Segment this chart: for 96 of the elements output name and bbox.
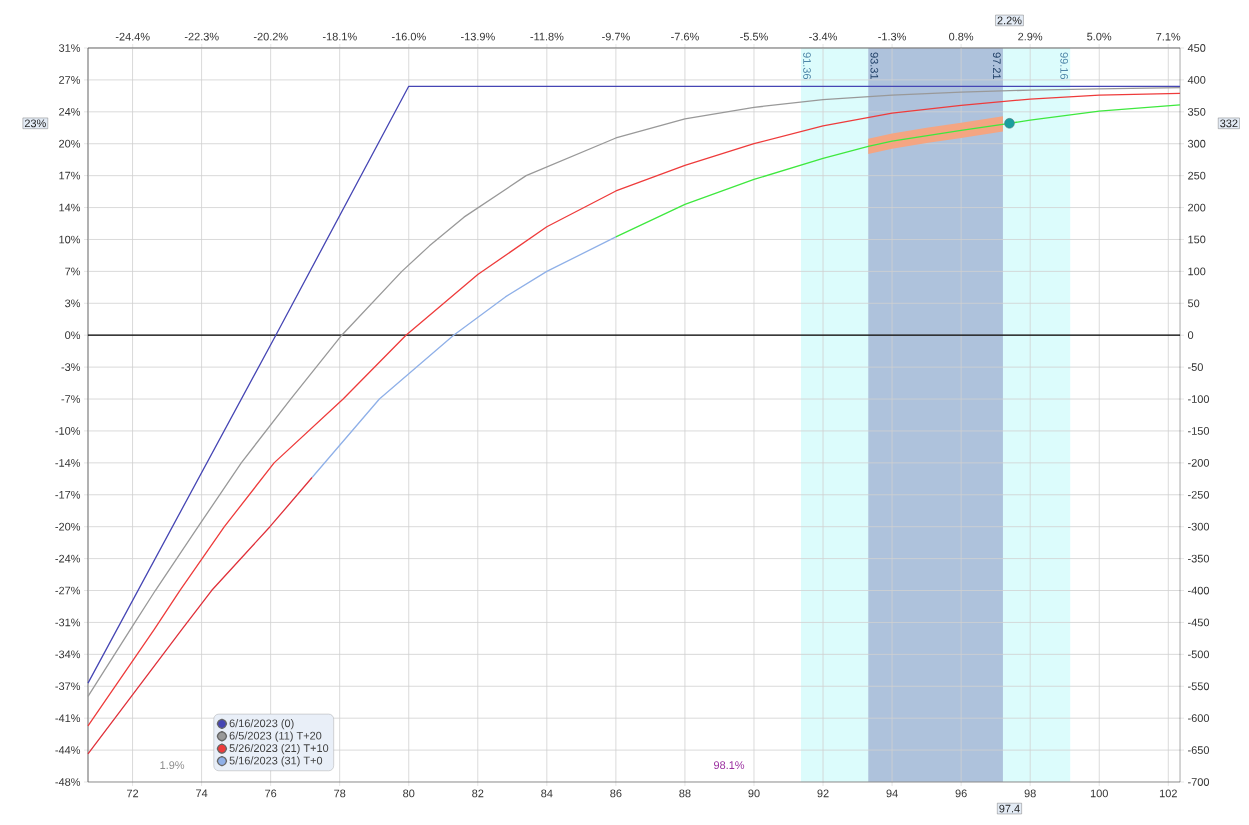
x2-tick-label: -16.0% (391, 32, 426, 41)
y2-tick-label: -17% (55, 490, 81, 499)
y-tick-label: 50 (1187, 299, 1200, 308)
annotation: 98.1% (714, 761, 745, 769)
y-tick-label: -150 (1188, 427, 1210, 435)
legend-label: 6/5/2023 (11) T+20 (229, 731, 322, 742)
x2-tick-label: -3.4% (809, 32, 837, 41)
x2-tick-label: -7.6% (671, 32, 699, 41)
text: 97.4 (999, 804, 1020, 813)
y2-tick-label: -7% (61, 395, 81, 403)
y-tick-label: -400 (1188, 586, 1210, 595)
y-tick-label: 150 (1188, 235, 1206, 244)
y-tick-label: 400 (1187, 76, 1206, 84)
y2-tick-label: 27% (59, 76, 81, 84)
y-tick-label: -650 (1188, 746, 1210, 754)
y2-tick-label: 3% (65, 299, 81, 308)
y-tick-label: -250 (1188, 490, 1210, 499)
x-tick-label: 86 (610, 789, 622, 798)
text: 332 (1220, 119, 1238, 128)
y-tick-label: 450 (1187, 44, 1206, 52)
x-tick-label: 74 (196, 789, 208, 798)
x-tick-label: 98 (1024, 789, 1036, 798)
y-tick-label: 0 (1187, 331, 1194, 340)
text: 23% (24, 119, 46, 128)
legend-label: 6/16/2023 (0) (229, 719, 294, 730)
y2-tick-label: 0% (65, 331, 81, 340)
y2-tick-label: -20% (55, 522, 81, 531)
x-tick-label: 100 (1090, 789, 1108, 798)
y2-tick-label: -41% (55, 714, 81, 723)
y-tick-label: -300 (1188, 522, 1210, 531)
y2-tick-label: -24% (55, 554, 81, 563)
y-tick-label: -500 (1188, 650, 1210, 659)
y-tick-label: -700 (1188, 778, 1210, 786)
x-tick-label: 82 (472, 789, 484, 798)
x2-tick-label: -9.7% (602, 32, 630, 41)
x2-tick-label: -18.1% (322, 32, 357, 41)
y2-tick-label: -34% (55, 650, 81, 659)
x2-tick-label: -11.8% (530, 32, 564, 41)
x-tick-label: 96 (955, 789, 967, 798)
text: 2.2% (997, 16, 1022, 25)
y2-tick-label: -37% (55, 682, 81, 691)
y2-tick-label: -10% (55, 427, 81, 435)
x2-tick-label: -22.3% (184, 32, 219, 41)
y2-tick-label: -14% (55, 459, 81, 467)
x2-tick-label: 0.8% (949, 32, 974, 41)
annotation: 1.9% (160, 761, 185, 769)
x-tick-label: 90 (748, 789, 760, 798)
y-tick-label: -50 (1188, 363, 1203, 372)
x2-tick-label: -13.9% (460, 32, 495, 41)
y2-tick-label: 7% (65, 267, 81, 276)
x2-tick-label: 5.0% (1087, 32, 1112, 41)
x-tick-label: 88 (679, 789, 691, 798)
y-tick-label: -350 (1188, 554, 1210, 563)
x-tick-label: 102 (1159, 789, 1177, 798)
x2-tick-label: 2.9% (1018, 32, 1043, 41)
y2-tick-label: 14% (59, 203, 81, 212)
y-tick-label: 200 (1188, 203, 1206, 212)
y2-tick-label: 10% (59, 235, 81, 244)
y-tick-label: -200 (1188, 459, 1210, 467)
x-tick-label: 76 (265, 789, 277, 798)
legend-label: 5/26/2023 (21) T+10 (229, 743, 329, 755)
y2-tick-label: -3% (61, 363, 81, 371)
x2-tick-label: -5.5% (740, 32, 768, 41)
line-series (615, 104, 1181, 238)
y2-tick-label: 31% (58, 44, 81, 52)
y-tick-label: -600 (1188, 714, 1210, 723)
y2-tick-label: -31% (55, 618, 81, 627)
y-tick-label: 250 (1188, 171, 1206, 180)
y2-tick-label: -48% (55, 778, 81, 786)
x2-tick-label: 7.1% (1156, 32, 1181, 41)
x-tick-label: 78 (334, 789, 346, 798)
x-tick-label: 72 (127, 789, 139, 798)
y2-tick-label: 24% (59, 107, 81, 116)
y2-tick-label: 17% (59, 171, 81, 180)
x-tick-label: 94 (886, 789, 898, 798)
annotation: 97.21 (992, 52, 1001, 79)
y-tick-label: 350 (1187, 107, 1206, 116)
annotation: 93.31 (870, 52, 879, 79)
legend-label: 5/16/2023 (31) T+0 (229, 756, 323, 767)
y2-tick-label: 20% (59, 139, 81, 148)
y-tick-label: -450 (1188, 618, 1210, 627)
line-series (311, 236, 617, 479)
y-tick-label: 300 (1187, 139, 1206, 148)
annotation: 91.36 (803, 52, 811, 80)
x-tick-label: 84 (541, 789, 553, 798)
y2-tick-label: -44% (55, 746, 81, 754)
x2-tick-label: -20.2% (253, 32, 288, 41)
annotation: 99.16 (1060, 52, 1069, 80)
x2-tick-label: -1.3% (878, 32, 906, 41)
y-tick-label: 100 (1188, 267, 1206, 276)
x2-tick-label: -24.4% (115, 32, 150, 41)
y-tick-label: -550 (1188, 682, 1210, 691)
y2-tick-label: -27% (55, 586, 81, 595)
y-tick-label: -100 (1188, 395, 1210, 403)
x-tick-label: 92 (817, 789, 829, 798)
x-tick-label: 80 (403, 789, 415, 798)
